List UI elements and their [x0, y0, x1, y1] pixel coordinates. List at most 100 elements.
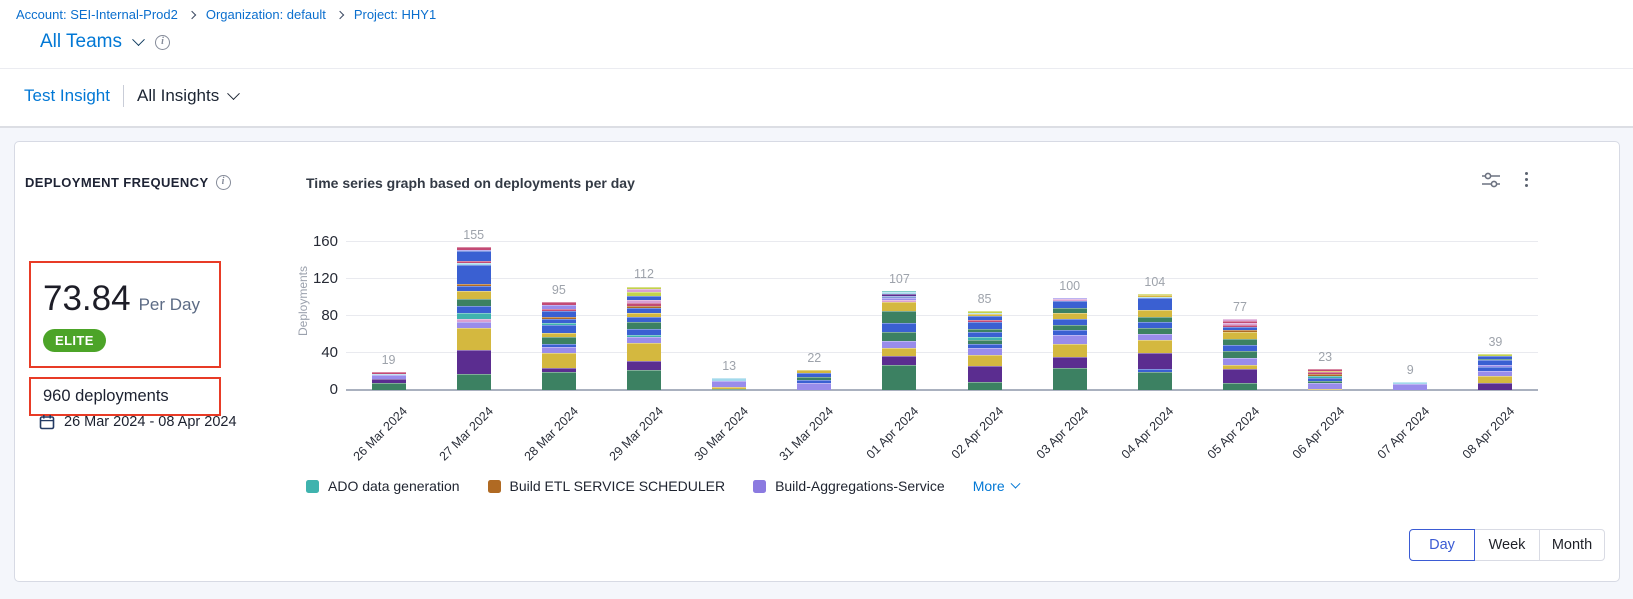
- bar-segment[interactable]: [1223, 339, 1257, 345]
- bar-segment[interactable]: [967, 329, 1002, 332]
- filter-sliders-icon[interactable]: [1481, 171, 1501, 189]
- bar-segment[interactable]: [882, 341, 917, 349]
- bar-segment[interactable]: [797, 373, 832, 378]
- bar-segment[interactable]: [967, 381, 1002, 390]
- bar-segment[interactable]: [967, 365, 1002, 382]
- bar-segment[interactable]: [1308, 370, 1343, 373]
- bar-segment[interactable]: [456, 328, 491, 351]
- legend-more-link[interactable]: More: [973, 478, 1021, 494]
- bar-segment[interactable]: [541, 317, 576, 319]
- bar-segment[interactable]: [1308, 380, 1343, 383]
- bar-segment[interactable]: [1308, 378, 1343, 381]
- info-icon[interactable]: i: [155, 34, 171, 50]
- bar-segment[interactable]: [456, 321, 491, 329]
- bar-segment[interactable]: [456, 249, 491, 252]
- bar-segment[interactable]: [456, 265, 491, 284]
- bar-segment[interactable]: [627, 369, 661, 390]
- bar-segment[interactable]: [1137, 328, 1172, 334]
- info-icon[interactable]: i: [215, 175, 231, 190]
- bar-01-apr-2024[interactable]: [882, 291, 917, 390]
- bar-segment[interactable]: [541, 353, 576, 368]
- bar-segment[interactable]: [627, 286, 661, 290]
- bar-segment[interactable]: [882, 292, 917, 294]
- bar-segment[interactable]: [371, 372, 406, 375]
- bar-segment[interactable]: [1308, 368, 1343, 371]
- bar-segment[interactable]: [627, 328, 661, 335]
- bar-segment[interactable]: [1223, 327, 1257, 330]
- bar-segment[interactable]: [1478, 365, 1513, 367]
- bar-segment[interactable]: [797, 377, 832, 380]
- bar-segment[interactable]: [1052, 343, 1087, 357]
- bar-segment[interactable]: [1223, 357, 1257, 366]
- bar-segment[interactable]: [1052, 318, 1087, 326]
- bar-segment[interactable]: [1137, 371, 1172, 390]
- bar-segment[interactable]: [1478, 353, 1513, 356]
- teams-selector[interactable]: All Teams i: [40, 31, 171, 53]
- bar-segment[interactable]: [882, 365, 917, 390]
- bar-segment[interactable]: [541, 347, 576, 354]
- bar-segment[interactable]: [627, 342, 661, 362]
- bar-segment[interactable]: [1052, 313, 1087, 319]
- bar-segment[interactable]: [456, 263, 491, 266]
- bar-segment[interactable]: [1223, 365, 1257, 369]
- granularity-month-button[interactable]: Month: [1539, 529, 1605, 561]
- bar-26-mar-2024[interactable]: [371, 372, 406, 390]
- bar-segment[interactable]: [541, 308, 576, 312]
- bar-segment[interactable]: [882, 355, 917, 366]
- bar-segment[interactable]: [967, 321, 1002, 330]
- bar-segment[interactable]: [627, 289, 661, 293]
- bar-segment[interactable]: [1308, 382, 1343, 390]
- bar-segment[interactable]: [882, 295, 917, 298]
- bar-segment[interactable]: [371, 374, 406, 376]
- bar-segment[interactable]: [1478, 360, 1513, 366]
- bar-segment[interactable]: [1137, 294, 1172, 297]
- bar-segment[interactable]: [1137, 333, 1172, 341]
- bar-segment[interactable]: [712, 387, 747, 390]
- bar-segment[interactable]: [712, 389, 747, 390]
- bar-07-apr-2024[interactable]: [1393, 381, 1428, 390]
- bar-segment[interactable]: [1052, 367, 1087, 390]
- bar-segment[interactable]: [456, 291, 491, 300]
- bar-segment[interactable]: [627, 307, 661, 314]
- bar-segment[interactable]: [967, 314, 1002, 317]
- bar-segment[interactable]: [1223, 329, 1257, 332]
- bar-segment[interactable]: [1052, 307, 1087, 314]
- bar-segment[interactable]: [1052, 325, 1087, 330]
- bar-segment[interactable]: [967, 354, 1002, 366]
- legend-item[interactable]: Build-Aggregations-Service: [753, 478, 945, 494]
- bar-segment[interactable]: [1223, 344, 1257, 352]
- bar-segment[interactable]: [967, 319, 1002, 322]
- bar-segment[interactable]: [456, 246, 491, 250]
- bar-segment[interactable]: [1478, 355, 1513, 359]
- bar-segment[interactable]: [1052, 356, 1087, 368]
- bar-segment[interactable]: [1223, 318, 1257, 321]
- granularity-day-button[interactable]: Day: [1409, 529, 1475, 561]
- bar-29-mar-2024[interactable]: [627, 286, 661, 390]
- bar-segment[interactable]: [541, 302, 576, 305]
- bar-segment[interactable]: [882, 302, 917, 312]
- bar-segment[interactable]: [1052, 297, 1087, 300]
- bar-segment[interactable]: [456, 374, 491, 390]
- bar-segment[interactable]: [541, 305, 576, 309]
- bar-segment[interactable]: [967, 311, 1002, 314]
- bar-segment[interactable]: [456, 283, 491, 287]
- bar-segment[interactable]: [882, 348, 917, 356]
- bar-segment[interactable]: [1052, 301, 1087, 308]
- bar-segment[interactable]: [627, 305, 661, 308]
- bar-segment[interactable]: [627, 303, 661, 306]
- chevron-down-icon[interactable]: [132, 32, 145, 46]
- bar-segment[interactable]: [456, 260, 491, 264]
- bar-segment[interactable]: [456, 350, 491, 375]
- bar-segment[interactable]: [967, 337, 1002, 341]
- bar-segment[interactable]: [1478, 376, 1513, 383]
- bar-segment[interactable]: [541, 332, 576, 338]
- bar-segment[interactable]: [1308, 376, 1343, 378]
- bar-segment[interactable]: [1137, 309, 1172, 317]
- bar-segment[interactable]: [1478, 382, 1513, 390]
- bar-segment[interactable]: [882, 331, 917, 341]
- bar-segment[interactable]: [456, 318, 491, 322]
- bar-03-apr-2024[interactable]: [1052, 297, 1087, 390]
- bar-segment[interactable]: [541, 367, 576, 373]
- bar-segment[interactable]: [797, 382, 832, 390]
- bar-segment[interactable]: [541, 343, 576, 348]
